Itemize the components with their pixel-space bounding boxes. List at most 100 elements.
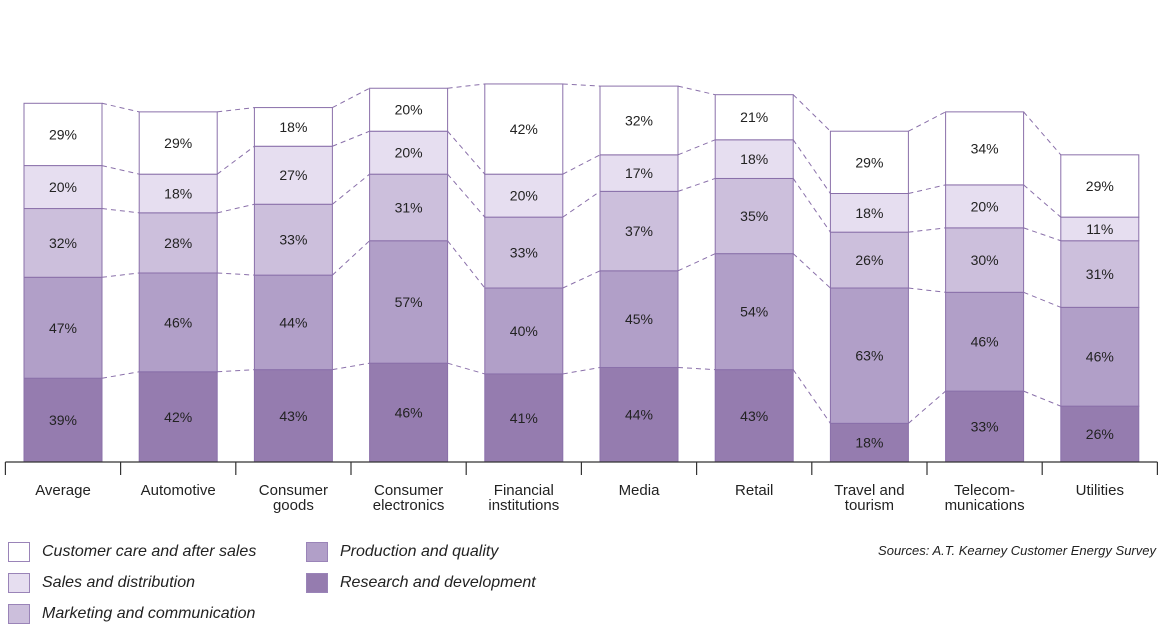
value-label: 17% — [625, 165, 653, 181]
bar-segment — [138, 173, 218, 214]
connector-line — [1023, 184, 1062, 218]
value-label: 32% — [49, 235, 77, 251]
connector-lines — [101, 83, 1062, 424]
connector-line — [562, 366, 601, 375]
value-label: 46% — [395, 405, 423, 421]
bar-segment — [369, 240, 449, 364]
value-label: 30% — [971, 252, 999, 268]
category-label-line: goods — [273, 497, 314, 514]
category-label: Media — [619, 482, 661, 499]
value-label: 26% — [855, 252, 883, 268]
value-label: 42% — [510, 121, 538, 137]
value-label: 32% — [625, 112, 653, 128]
value-label: 47% — [49, 320, 77, 336]
bars — [23, 83, 1140, 463]
bar-segment — [714, 177, 794, 255]
value-label: 20% — [395, 102, 423, 118]
value-label: 29% — [164, 135, 192, 151]
category-label-line: Consumer — [374, 482, 443, 499]
legend-label: Research and development — [340, 574, 536, 591]
bar-segment — [138, 111, 218, 175]
category-label-line: Telecom- — [954, 482, 1015, 499]
bar-segment — [599, 190, 679, 272]
legend-item-research: Research and development — [306, 573, 536, 593]
legend: Customer care and after sales Sales and … — [8, 542, 608, 632]
connector-line — [792, 253, 831, 289]
value-label: 43% — [279, 408, 307, 424]
legend-swatch — [8, 604, 30, 624]
bar-segment — [23, 377, 103, 463]
bar-segment — [484, 373, 564, 463]
category-label-line: Retail — [735, 482, 773, 499]
value-label: 40% — [510, 323, 538, 339]
connector-line — [1023, 227, 1061, 242]
value-label: 42% — [164, 409, 192, 425]
connector-line — [792, 94, 831, 132]
category-label: Financial institutions — [488, 482, 559, 514]
connector-line — [332, 130, 370, 147]
bar-segment — [23, 276, 103, 379]
legend-swatch — [306, 542, 328, 562]
value-label: 28% — [164, 235, 192, 251]
source-note: Sources: A.T. Kearney Customer Energy Su… — [878, 543, 1156, 558]
legend-item-customer-care: Customer care and after sales — [8, 542, 256, 562]
bar-segment — [369, 87, 449, 132]
bar-segment — [599, 154, 679, 192]
value-label: 54% — [740, 304, 768, 320]
category-label-line: Utilities — [1076, 482, 1124, 499]
bar-segment — [829, 422, 909, 463]
connector-line — [792, 369, 831, 424]
connector-line — [677, 177, 716, 192]
legend-swatch — [8, 573, 30, 593]
category-label: Retail — [735, 482, 773, 499]
connector-line — [447, 362, 485, 375]
connector-line — [677, 85, 716, 96]
value-label: 18% — [740, 151, 768, 167]
legend-label: Sales and distribution — [42, 574, 195, 591]
connector-line — [908, 111, 946, 132]
category-label-line: Automotive — [141, 482, 216, 499]
value-label: 27% — [279, 167, 307, 183]
bar-segment — [369, 362, 449, 463]
bar-segment — [253, 274, 333, 371]
value-label: 20% — [971, 198, 999, 214]
connector-line — [1023, 390, 1061, 407]
connector-line — [332, 173, 370, 205]
bar-segment — [23, 165, 103, 210]
value-label: 20% — [395, 145, 423, 161]
connector-line — [677, 139, 716, 156]
bar-segment — [23, 102, 103, 167]
value-label: 37% — [625, 223, 653, 239]
value-label: 44% — [279, 314, 307, 330]
category-label: Travel and tourism — [834, 482, 904, 514]
category-label-line: munications — [945, 497, 1025, 514]
category-label-line: Consumer — [259, 482, 328, 499]
connector-line — [216, 145, 255, 175]
stacked-bar-chart: 39% 47% 32% 20% 29% 42% 46% 28% 18% 29% 43% 44% 33% 2… — [4, 83, 1159, 514]
value-label: 29% — [49, 126, 77, 142]
category-label-line: tourism — [845, 497, 894, 514]
connector-line — [677, 366, 716, 371]
value-label: 39% — [49, 412, 77, 428]
bar-segment — [253, 107, 333, 147]
connector-line — [101, 165, 140, 175]
value-label: 21% — [740, 109, 768, 125]
bar-segment — [138, 371, 218, 463]
connector-line — [562, 190, 601, 218]
bar-segment — [369, 130, 449, 175]
legend-swatch — [8, 542, 30, 562]
connector-line — [677, 253, 716, 272]
value-label: 18% — [855, 205, 883, 221]
connector-line — [217, 203, 255, 214]
category-label-line: institutions — [488, 497, 559, 514]
bar-segment — [599, 85, 679, 156]
value-label: 29% — [1086, 178, 1114, 194]
value-label: 31% — [395, 199, 423, 215]
bar-segment — [945, 291, 1025, 392]
value-label: 46% — [971, 334, 999, 350]
bar-segment — [369, 173, 449, 242]
connector-line — [217, 272, 255, 276]
connector-line — [1023, 111, 1062, 156]
value-label: 18% — [164, 186, 192, 202]
